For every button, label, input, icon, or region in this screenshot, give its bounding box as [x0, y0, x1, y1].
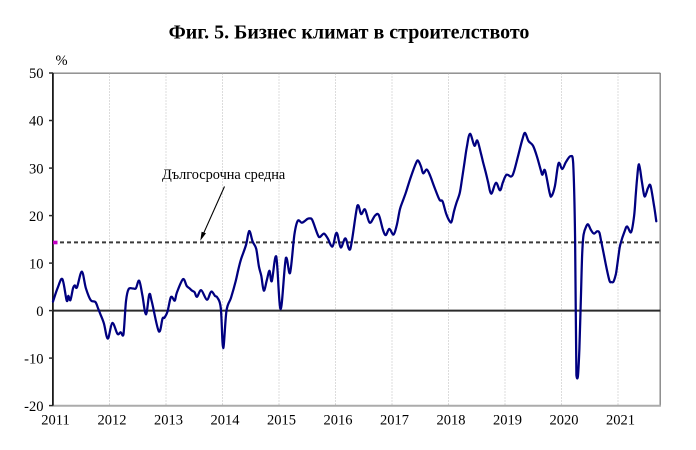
svg-text:-20: -20: [24, 399, 43, 415]
svg-text:20: 20: [29, 209, 44, 225]
svg-text:0: 0: [36, 304, 43, 320]
svg-text:50: 50: [29, 66, 44, 82]
svg-text:%: %: [56, 53, 68, 69]
svg-text:2015: 2015: [267, 413, 296, 429]
svg-text:10: 10: [29, 256, 44, 272]
svg-text:2017: 2017: [380, 413, 409, 429]
svg-text:40: 40: [29, 114, 44, 130]
svg-text:2013: 2013: [154, 413, 183, 429]
svg-text:2020: 2020: [550, 413, 579, 429]
svg-text:Дългосрочна средна: Дългосрочна средна: [162, 167, 286, 183]
svg-text:2018: 2018: [437, 413, 466, 429]
svg-text:2016: 2016: [324, 413, 353, 429]
svg-text:2012: 2012: [98, 413, 127, 429]
svg-text:-10: -10: [24, 351, 43, 367]
svg-text:2019: 2019: [493, 413, 522, 429]
svg-text:2021: 2021: [606, 413, 635, 429]
svg-text:2011: 2011: [41, 413, 69, 429]
svg-text:30: 30: [29, 161, 44, 177]
svg-text:2014: 2014: [211, 413, 241, 429]
svg-text:Фиг. 5. Бизнес климат в строит: Фиг. 5. Бизнес климат в строителството: [169, 22, 530, 44]
